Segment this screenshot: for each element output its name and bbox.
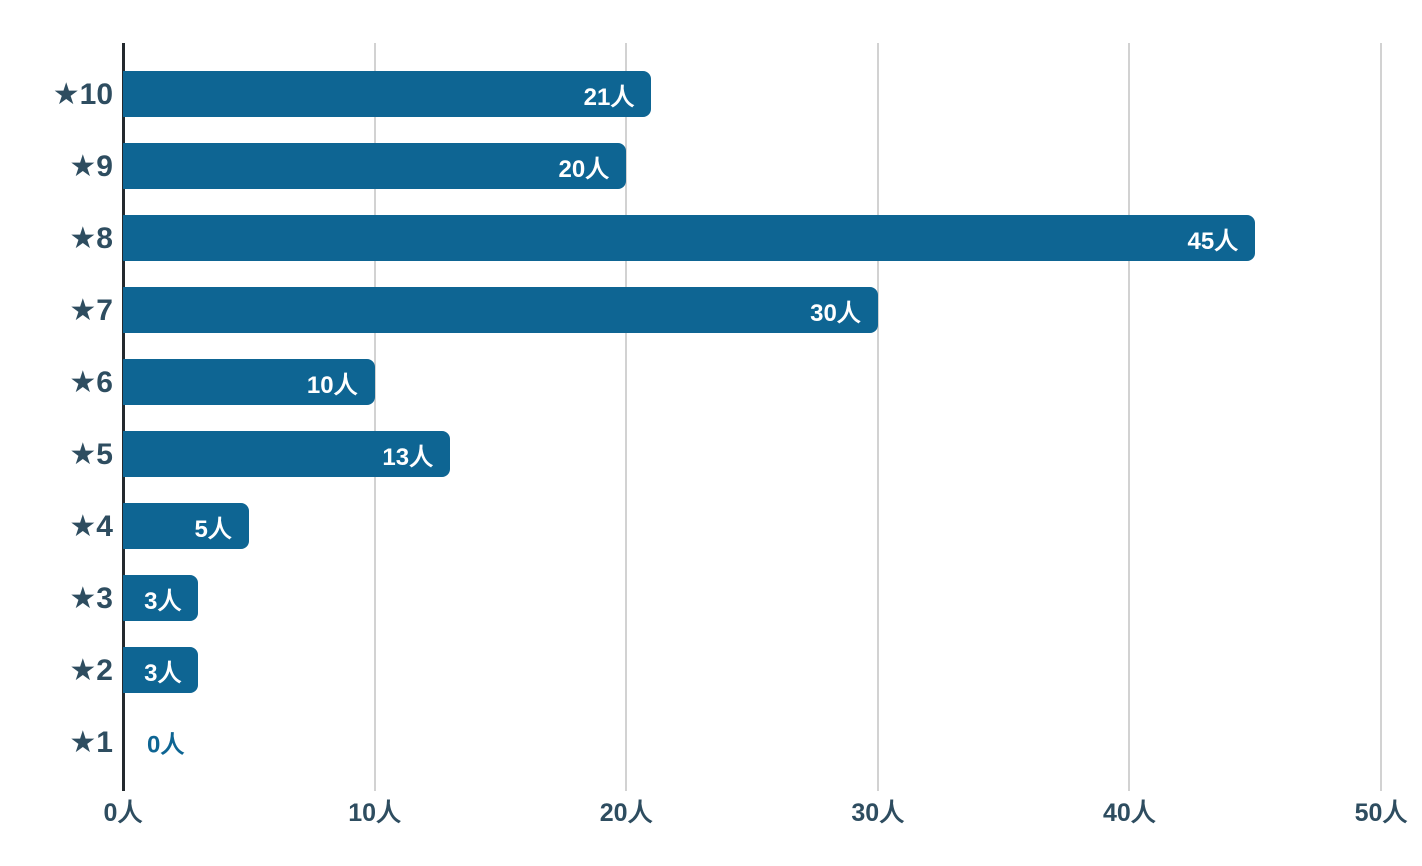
- x-axis-tick-label: 20人: [599, 799, 653, 827]
- grid-line: [625, 43, 628, 791]
- x-axis-tick-label: 10人: [348, 799, 401, 827]
- x-axis-tick-label: 40人: [1102, 799, 1156, 827]
- bar-value-label: 13人: [382, 443, 434, 471]
- chart-row: ★4 5人: [0, 490, 1381, 562]
- bar[interactable]: 45人: [123, 215, 1256, 261]
- bar[interactable]: 21人: [123, 71, 652, 117]
- y-axis-label: ★2: [69, 653, 113, 687]
- bar[interactable]: 3人: [123, 647, 199, 693]
- y-axis-label: ★3: [69, 581, 113, 615]
- bar[interactable]: 30人: [123, 287, 878, 333]
- chart-row: ★8 45人: [0, 202, 1381, 274]
- bar-value-label: 45人: [1187, 227, 1239, 255]
- bar-rows: ★10 21人 ★9 20人 ★8 45人 ★7 30人 ★6 10人 ★5 13人 ★4 5人 ★3 3人 ★…: [0, 43, 1381, 778]
- grid-line: [876, 43, 879, 791]
- chart-row: ★2 3人: [0, 634, 1381, 706]
- y-axis-label: ★5: [69, 437, 113, 471]
- x-axis-tick-label: 0人: [103, 799, 143, 827]
- bar-track: 3人: [123, 647, 1381, 693]
- bar-value-label: 20人: [558, 155, 610, 183]
- bar-track: 20人: [123, 143, 1381, 189]
- bar-track: 30人: [123, 287, 1381, 333]
- bar-value-label: 0人: [147, 731, 185, 759]
- x-axis: 0人 10人 20人 30人 40人 50人: [104, 793, 1408, 833]
- y-axis-label: ★8: [69, 221, 113, 255]
- grid-line: [373, 43, 376, 791]
- bar[interactable]: 10人: [123, 359, 375, 405]
- bar-track: 13人: [123, 431, 1381, 477]
- grid-line: [1128, 43, 1131, 791]
- bar-track: 5人: [123, 503, 1381, 549]
- y-axis-line: [122, 43, 125, 791]
- chart-row: ★3 3人: [0, 562, 1381, 634]
- bar[interactable]: 3人: [123, 575, 199, 621]
- bar[interactable]: 13人: [123, 431, 451, 477]
- bar-track: 0人: [123, 719, 1381, 765]
- bar-value-label: 30人: [810, 299, 861, 327]
- bar-track: 10人: [123, 359, 1381, 405]
- bar-track: 21人: [123, 71, 1381, 117]
- bar-value-label: 3人: [144, 587, 182, 615]
- chart-row: ★1 0人: [0, 706, 1381, 778]
- y-axis-label: ★1: [69, 725, 113, 759]
- chart-row: ★9 20人: [0, 130, 1381, 202]
- plot-area: [122, 43, 1382, 791]
- y-axis-label: ★7: [69, 293, 113, 327]
- x-axis-tick-label: 30人: [851, 799, 905, 827]
- y-axis-label: ★6: [69, 365, 113, 399]
- y-axis-label: ★4: [69, 509, 113, 543]
- y-axis-label: ★10: [52, 77, 113, 111]
- bar-track: 45人: [123, 215, 1381, 261]
- chart-row: ★6 10人: [0, 346, 1381, 418]
- grid-line: [1380, 43, 1382, 791]
- bar-value-label: 3人: [144, 659, 182, 687]
- bar-value-label: 5人: [194, 515, 232, 543]
- bar-track: 3人: [123, 575, 1381, 621]
- x-axis-tick-label: 50人: [1354, 799, 1408, 827]
- bar-value-label: 10人: [306, 371, 358, 399]
- bar[interactable]: 5人: [123, 503, 249, 549]
- chart-row: ★10 21人: [0, 58, 1381, 130]
- y-axis-label: ★9: [69, 149, 113, 183]
- bar[interactable]: 20人: [123, 143, 627, 189]
- bar-value-label: 21人: [583, 83, 635, 111]
- chart-row: ★5 13人: [0, 418, 1381, 490]
- chart-row: ★7 30人: [0, 274, 1381, 346]
